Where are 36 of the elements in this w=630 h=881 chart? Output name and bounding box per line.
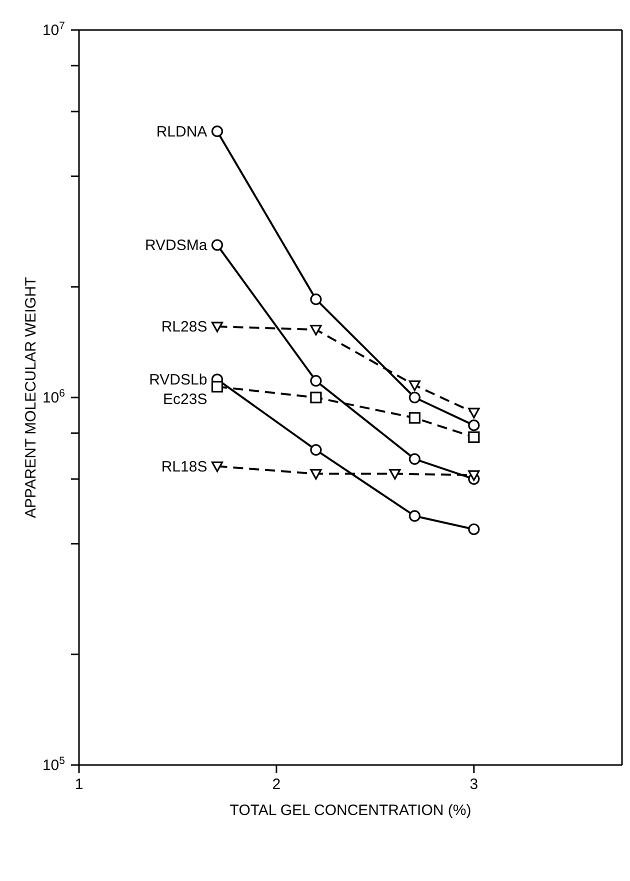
point: [468, 408, 480, 418]
series-label: Ec23S: [163, 390, 208, 408]
series-label: RL28S: [161, 318, 208, 336]
y-tick-label: 10$^{6}$: [42, 388, 66, 406]
point: [408, 510, 420, 522]
series-label: RL18S: [161, 458, 208, 476]
y-tick-label: 10$^{5}$: [42, 755, 66, 774]
point: [408, 392, 420, 404]
series-label: RLDNA: [156, 123, 208, 140]
point: [211, 322, 224, 332]
x-tick-label: 3: [470, 776, 478, 793]
point: [468, 523, 480, 536]
y-axis-title: APPARENT MOLECULAR WEIGHT: [22, 276, 40, 518]
x-axis-title: TOTAL GEL CONCENTRATION (%): [230, 802, 472, 819]
y-tick-label: 10$^{7}$: [42, 20, 66, 39]
point: [310, 294, 322, 306]
point: [468, 420, 480, 432]
series-label: RVDSMa: [144, 236, 208, 254]
point: [211, 380, 224, 392]
point: [310, 324, 322, 336]
point: [468, 470, 480, 481]
point: [211, 461, 224, 472]
point: [408, 453, 420, 465]
point: [310, 375, 322, 387]
series-label: RVDSLb: [149, 371, 208, 388]
x-tick-label: 2: [272, 776, 281, 793]
point: [211, 126, 224, 138]
point: [408, 380, 420, 392]
x-tick-label: 1: [74, 776, 84, 793]
point: [211, 239, 224, 251]
point: [310, 444, 322, 456]
point: [310, 392, 322, 404]
point: [408, 412, 420, 424]
point: [310, 468, 322, 480]
point: [468, 431, 480, 443]
point: [389, 468, 401, 480]
